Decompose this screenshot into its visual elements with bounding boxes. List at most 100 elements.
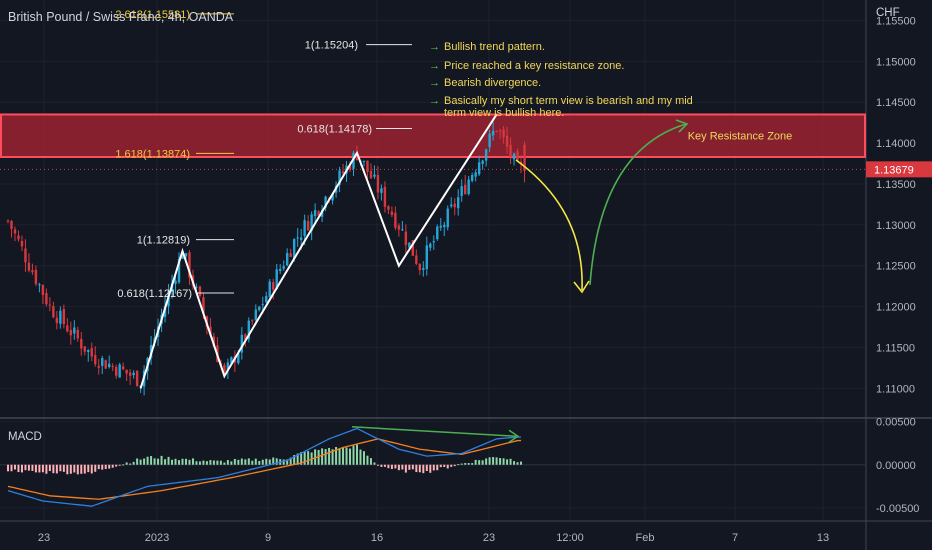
macd-histogram-bar-143 [506,459,509,465]
candle-body-119 [422,268,425,270]
candle-body-130 [460,186,463,196]
candle-body-122 [432,241,435,243]
macd-histogram-bar-48 [174,458,177,465]
macd-histogram-bar-6 [27,464,30,471]
bullish-projection-curve [589,123,687,286]
macd-histogram-bar-10 [41,464,44,473]
macd-histogram-bar-23 [87,464,90,473]
macd-histogram-bar-79 [282,459,285,465]
candle-body-75 [268,281,271,297]
macd-histogram-bar-69 [247,458,250,465]
macd-histogram-bar-123 [436,464,439,471]
time-tick-1: 2023 [145,532,169,544]
candle-body-56 [202,297,205,314]
macd-histogram-bar-112 [397,464,400,471]
macd-histogram-bar-66 [237,459,240,465]
candle-body-30 [111,365,114,367]
macd-histogram-bar-130 [460,463,463,465]
macd-histogram-bar-146 [516,462,519,465]
candle-body-19 [73,327,76,334]
macd-histogram-bar-97 [345,447,348,465]
note-text-3: Basically my short term view is bearish … [444,95,693,107]
macd-histogram-bar-118 [418,464,421,473]
candle-body-124 [439,225,442,228]
candle-body-103 [366,160,369,172]
candle-body-74 [265,296,268,303]
candle-body-16 [62,309,66,325]
candle-series[interactable] [6,121,526,396]
macd-histogram-bar-63 [226,460,229,465]
resistance-zone-label: Key Resistance Zone [688,131,793,143]
macd-histogram-bar-134 [474,459,477,465]
candle-body-115 [408,242,411,248]
candle-body-77 [275,269,278,290]
macd-histogram-bar-13 [52,464,55,474]
macd-histogram-bar-70 [251,460,254,465]
macd-histogram-bar-145 [513,461,516,465]
macd-histogram-bar-133 [471,463,474,465]
macd-panel[interactable] [0,426,866,507]
candle-body-87 [310,214,313,231]
symbol-title: British Pound / Swiss Franc, 4h, OANDA [8,10,234,24]
macd-histogram-bar-67 [240,458,243,465]
candle-body-13 [52,306,55,318]
candle-body-72 [258,306,261,311]
macd-histogram-bar-82 [293,455,296,465]
macd-histogram-bar-47 [171,459,174,465]
macd-histogram-bar-86 [307,451,310,465]
macd-histogram-bar-139 [492,457,495,465]
candle-body-78 [279,268,282,271]
candle-body-73 [261,304,264,306]
time-tick-4: 23 [483,532,495,544]
macd-histogram-bar-18 [69,464,72,474]
candle-body-84 [299,237,303,240]
candle-body-24 [90,348,93,357]
macd-histogram-bar-91 [324,449,327,465]
macd-histogram-bar-7 [31,464,34,471]
candle-body-100 [355,152,359,161]
macd-histogram-bar-16 [62,464,65,472]
candle-body-144 [509,144,512,157]
macd-histogram-bar-26 [97,464,100,470]
price-tick-6: 1.12500 [876,261,916,273]
candle-body-86 [306,221,310,231]
macd-histogram-bar-1 [10,464,13,472]
macd-histogram-bar-68 [244,459,247,465]
bearish-projection-curve [515,159,583,291]
macd-histogram-bar-84 [300,452,303,465]
macd-histogram-bar-111 [394,464,397,469]
candle-body-135 [477,162,481,175]
candle-body-132 [467,179,470,195]
price-axis[interactable]: 1.13679 1.15500 1.15000 1.14500 1.14000 1.135… [38,15,932,544]
bearish-projection-arrowhead [573,280,590,294]
divergence-line [351,426,517,438]
macd-histogram-bar-34 [125,462,128,465]
macd-histogram-bar-119 [422,464,425,474]
macd-histogram-bar-56 [202,460,205,465]
macd-histogram-bar-32 [118,464,121,466]
bullish-projection-arrowhead [675,119,689,133]
macd-histogram-bar-115 [408,464,411,470]
candle-body-37 [135,370,139,387]
candle-body-17 [66,325,69,332]
candle-body-69 [247,320,251,340]
candle-body-93 [331,194,334,201]
candle-body-9 [38,284,41,286]
candle-body-127 [450,204,453,207]
macd-histogram-bar-93 [331,449,334,465]
macd-histogram-bar-96 [342,447,345,465]
candle-body-34 [125,369,128,374]
macd-histogram-bar-126 [446,464,449,469]
currency-label: CHF [876,7,900,19]
candle-body-68 [244,334,247,340]
macd-histogram-bar-95 [338,448,341,465]
candle-body-110 [390,211,394,216]
candle-body-106 [376,175,380,193]
candle-body-125 [443,224,446,228]
macd-histogram-bar-110 [390,464,393,469]
candle-body-121 [429,243,432,248]
candle-body-2 [13,229,17,234]
candle-body-76 [272,282,275,290]
macd-signal-line [7,438,522,500]
